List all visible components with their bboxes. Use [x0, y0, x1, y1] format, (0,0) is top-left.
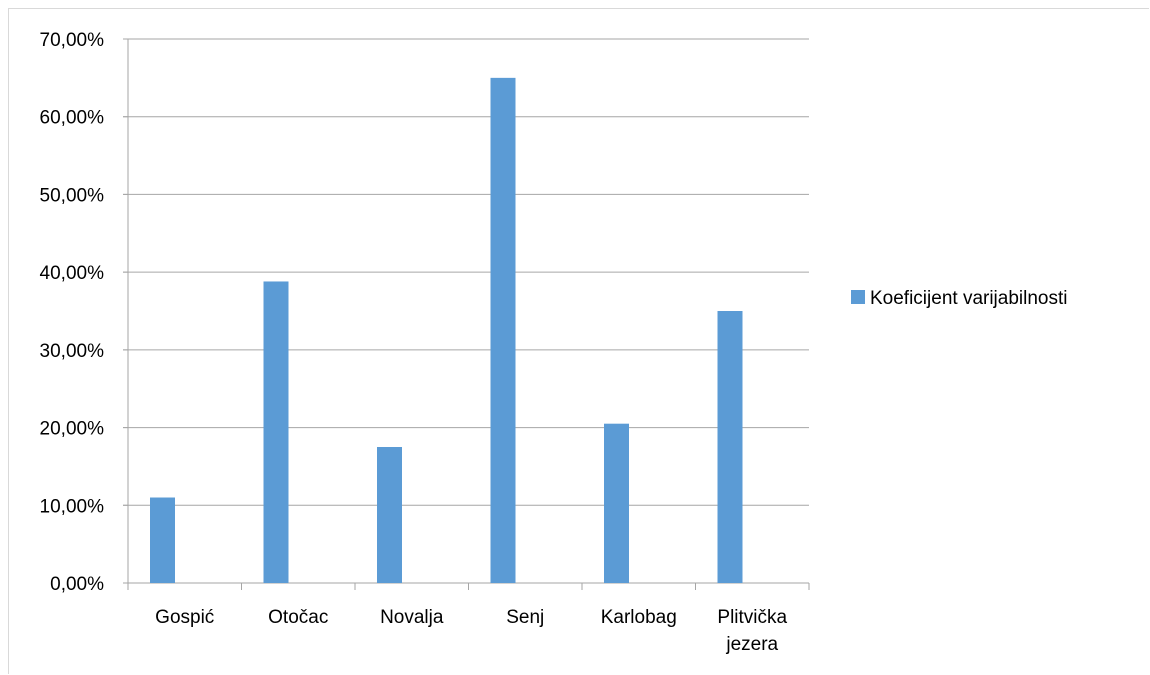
x-category-label: Gospić — [155, 607, 214, 628]
y-tick-label: 20,00% — [40, 419, 105, 440]
axes — [123, 38, 810, 590]
gridlines — [123, 38, 809, 506]
y-axis-tick-labels: 0,00% 10,00% 20,00% 30,00% 40,00% 50,00% 60,00… — [40, 30, 105, 595]
chart-frame — [8, 8, 1149, 674]
y-tick-label: 10,00% — [40, 496, 105, 517]
bar — [490, 77, 516, 583]
y-tick-label: 0,00% — [50, 574, 104, 595]
x-category-label: Senj — [506, 607, 544, 628]
bar — [604, 423, 629, 583]
legend-label: Koeficijent varijabilnosti — [870, 288, 1068, 309]
x-category-label: Novalja — [380, 607, 444, 628]
legend-swatch — [851, 290, 865, 304]
y-tick-label: 40,00% — [40, 263, 105, 284]
y-tick-label: 60,00% — [40, 108, 105, 129]
y-tick-label: 30,00% — [40, 341, 105, 362]
x-category-label: Plitvička jezera — [717, 607, 787, 655]
bar — [377, 447, 402, 583]
bar — [150, 497, 175, 583]
x-axis-category-labels: Gospić Otočac Novalja Senj Karlobag Plitvička… — [155, 607, 787, 655]
bars — [150, 77, 743, 583]
x-category-label: Otočac — [268, 607, 328, 628]
bar — [263, 281, 289, 583]
x-category-label: Karlobag — [601, 607, 677, 628]
legend: Koeficijent varijabilnosti — [851, 288, 1068, 309]
y-tick-label: 50,00% — [40, 185, 105, 206]
bar — [717, 311, 743, 583]
y-tick-label: 70,00% — [40, 30, 105, 51]
